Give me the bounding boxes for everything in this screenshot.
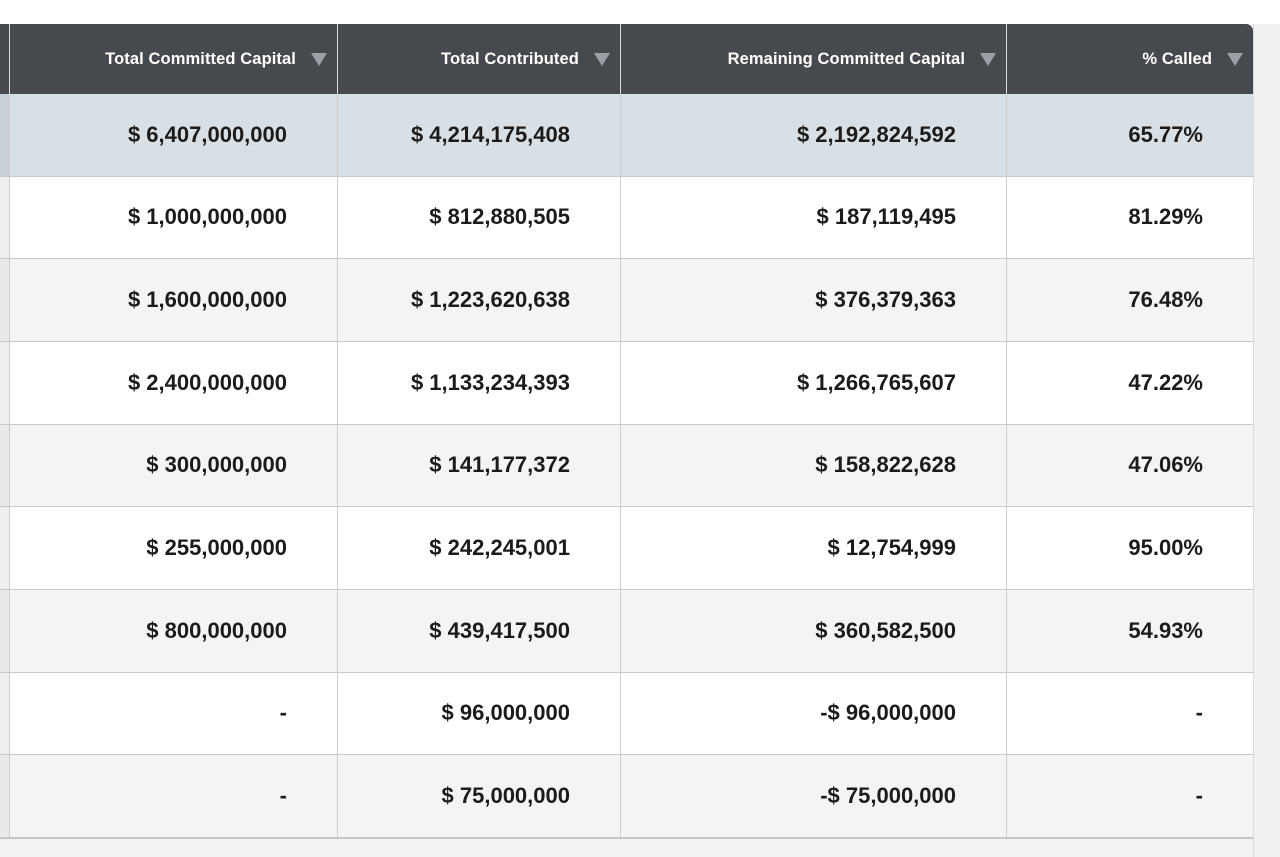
table-header-row: Total Committed Capital Total Contribute… — [0, 24, 1253, 94]
table-cell: $ 1,133,234,393 — [337, 341, 620, 424]
table-cell: $ 12,754,999 — [620, 507, 1006, 589]
capital-table: Total Committed Capital Total Contribute… — [0, 24, 1253, 838]
cutoff-column-cell — [0, 672, 9, 755]
cutoff-column-cell — [0, 259, 9, 341]
table-cell: $ 800,000,000 — [9, 589, 337, 672]
sort-descending-triangle-icon[interactable] — [1227, 52, 1243, 66]
table-cell: $ 4,214,175,408 — [337, 94, 620, 176]
column-header-label: Remaining Committed Capital — [727, 49, 965, 68]
cutoff-column-cell — [0, 424, 9, 507]
cutoff-column-cell — [0, 94, 9, 176]
table-cell: - — [1006, 755, 1253, 837]
column-header[interactable]: Total Committed Capital — [9, 24, 337, 94]
right-gutter — [1253, 24, 1280, 857]
table-footer-strip — [0, 838, 1253, 857]
table-cell: $ 376,379,363 — [620, 259, 1006, 341]
table-cell: 47.06% — [1006, 424, 1253, 507]
table-row[interactable]: $ 1,600,000,000 $ 1,223,620,638 $ 376,379,… — [0, 259, 1253, 342]
table-row[interactable]: $ 6,407,000,000 $ 4,214,175,408 $ 2,192,82… — [0, 94, 1253, 177]
table-row[interactable]: $ 2,400,000,000 $ 1,133,234,393 $ 1,266,76… — [0, 341, 1253, 425]
table-cell: 65.77% — [1006, 94, 1253, 176]
table-cell: $ 255,000,000 — [9, 507, 337, 589]
table-row[interactable]: $ 255,000,000 $ 242,245,001 $ 12,754,999 95… — [0, 507, 1253, 590]
cutoff-column-cell — [0, 589, 9, 672]
sort-descending-triangle-icon[interactable] — [980, 52, 996, 66]
table-row[interactable]: $ 300,000,000 $ 141,177,372 $ 158,822,628 4… — [0, 424, 1253, 508]
table-cell: $ 812,880,505 — [337, 176, 620, 259]
sort-descending-triangle-icon[interactable] — [311, 52, 327, 66]
table-cell: $ 242,245,001 — [337, 507, 620, 589]
table-cell: $ 1,600,000,000 — [9, 259, 337, 341]
table-cell: -$ 96,000,000 — [620, 672, 1006, 755]
table-cell: $ 141,177,372 — [337, 424, 620, 507]
table-cell: $ 1,266,765,607 — [620, 341, 1006, 424]
column-header-label: Total Contributed — [441, 49, 579, 68]
table-row[interactable]: - $ 75,000,000 -$ 75,000,000- — [0, 755, 1253, 838]
cutoff-column-cell — [0, 176, 9, 259]
table-cell: $ 2,192,824,592 — [620, 94, 1006, 176]
table-cell: $ 439,417,500 — [337, 589, 620, 672]
table-cell: $ 6,407,000,000 — [9, 94, 337, 176]
cutoff-column-cell — [0, 507, 9, 589]
column-header[interactable]: % Called — [1006, 24, 1253, 94]
cutoff-column-cell — [0, 755, 9, 837]
table-cell: $ 300,000,000 — [9, 424, 337, 507]
column-header[interactable]: Total Contributed — [337, 24, 620, 94]
table-cell: -$ 75,000,000 — [620, 755, 1006, 837]
column-header-label: Total Committed Capital — [105, 49, 296, 68]
table-cell: 47.22% — [1006, 341, 1253, 424]
table-cell: $ 360,582,500 — [620, 589, 1006, 672]
cutoff-column-header — [0, 24, 9, 94]
table-cell: $ 1,000,000,000 — [9, 176, 337, 259]
table-body: $ 6,407,000,000 $ 4,214,175,408 $ 2,192,82… — [0, 94, 1253, 838]
table-cell: $ 158,822,628 — [620, 424, 1006, 507]
column-header[interactable]: Remaining Committed Capital — [620, 24, 1006, 94]
table-row[interactable]: $ 1,000,000,000 $ 812,880,505 $ 187,119,49… — [0, 176, 1253, 260]
table-row[interactable]: - $ 96,000,000 -$ 96,000,000- — [0, 672, 1253, 756]
table-cell: 95.00% — [1006, 507, 1253, 589]
table-cell: 76.48% — [1006, 259, 1253, 341]
table-cell: 81.29% — [1006, 176, 1253, 259]
table-cell: - — [1006, 672, 1253, 755]
table-cell: $ 96,000,000 — [337, 672, 620, 755]
table-cell: - — [9, 672, 337, 755]
table-cell: $ 75,000,000 — [337, 755, 620, 837]
column-header-label: % Called — [1142, 49, 1212, 68]
table-cell: $ 187,119,495 — [620, 176, 1006, 259]
table-cell: $ 2,400,000,000 — [9, 341, 337, 424]
table-cell: - — [9, 755, 337, 837]
table-row[interactable]: $ 800,000,000 $ 439,417,500 $ 360,582,500 5… — [0, 589, 1253, 673]
cutoff-column-cell — [0, 341, 9, 424]
sort-descending-triangle-icon[interactable] — [594, 52, 610, 66]
table-cell: 54.93% — [1006, 589, 1253, 672]
table-cell: $ 1,223,620,638 — [337, 259, 620, 341]
